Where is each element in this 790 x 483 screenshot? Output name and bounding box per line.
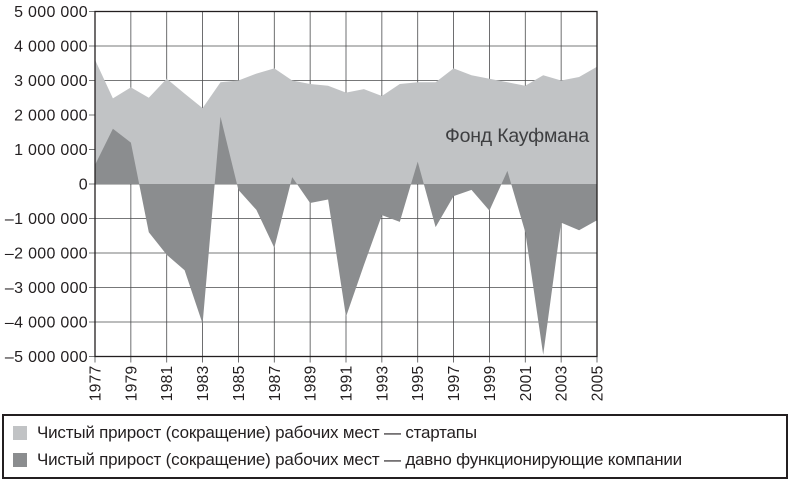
- x-tick-label: 1999: [482, 366, 499, 402]
- established-swatch-icon: [13, 453, 27, 467]
- x-tick-label: 2005: [590, 366, 607, 402]
- x-tick-label: 1981: [159, 366, 176, 402]
- x-tick-label: 2003: [554, 366, 571, 402]
- established-area: [95, 116, 597, 355]
- chart-canvas: 5 000 000 4 000 000 3 000 000 2 000 000 1 00…: [5, 4, 607, 402]
- y-tick-label: 1 000 000: [14, 142, 88, 159]
- y-tick-label: 2 000 000: [14, 108, 88, 125]
- startups-swatch-icon: [13, 426, 27, 440]
- x-tick-label: 2001: [518, 366, 535, 402]
- x-tick-label: 1987: [267, 366, 284, 402]
- y-tick-label: –5 000 000: [5, 349, 88, 366]
- legend-item-established: Чистый прирост (сокращение) рабочих мест…: [13, 450, 786, 470]
- y-tick-label: 0: [79, 177, 88, 194]
- x-tick-label: 1995: [410, 366, 427, 402]
- y-tick-label: 5 000 000: [14, 4, 88, 21]
- x-tick-label: 1977: [88, 366, 105, 402]
- x-tick-label: 1997: [446, 366, 463, 402]
- plot-border: [94, 10, 598, 358]
- chart-legend: Чистый прирост (сокращение) рабочих мест…: [2, 414, 788, 479]
- legend-label-startups: Чистый прирост (сокращение) рабочих мест…: [37, 423, 477, 442]
- x-tick-label: 1993: [374, 366, 391, 402]
- y-tick-label: –4 000 000: [5, 315, 88, 332]
- y-tick-label: 3 000 000: [14, 73, 88, 90]
- y-tick-label: –3 000 000: [5, 280, 88, 297]
- x-tick-label: 1991: [339, 366, 356, 402]
- y-tick-label: –2 000 000: [5, 246, 88, 263]
- x-tick-label: 1989: [303, 366, 320, 402]
- x-tick-label: 1985: [231, 366, 248, 402]
- legend-label-established: Чистый прирост (сокращение) рабочих мест…: [37, 450, 682, 469]
- y-tick-label: –1 000 000: [5, 211, 88, 228]
- chart-annotation: Фонд Кауфмана: [445, 125, 589, 147]
- area-chart: 5 000 000 4 000 000 3 000 000 2 000 000 1 00…: [5, 4, 607, 402]
- x-tick-label: 1983: [195, 366, 212, 402]
- y-tick-label: 4 000 000: [14, 39, 88, 56]
- legend-item-startups: Чистый прирост (сокращение) рабочих мест…: [13, 423, 786, 443]
- x-tick-label: 1979: [123, 366, 140, 402]
